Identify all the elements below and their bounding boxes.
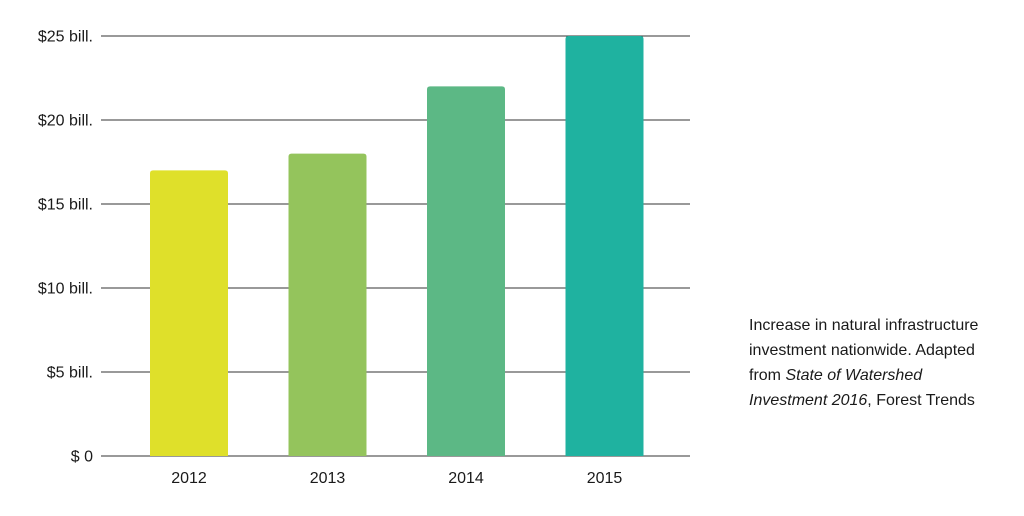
chart-caption: Increase in natural infrastructure inves… <box>749 313 989 413</box>
y-axis-labels: $ 0 $5 bill. $10 bill. $15 bill. $20 bill. $2… <box>38 29 93 466</box>
y-tick-label: $15 bill. <box>38 197 93 214</box>
caption-text: Increase in natural infrastructure inves… <box>749 317 979 384</box>
bar-2012 <box>150 170 228 456</box>
x-tick-label: 2014 <box>448 470 484 487</box>
x-tick-label: 2015 <box>587 470 623 487</box>
x-tick-label: 2012 <box>171 470 207 487</box>
bar-2013 <box>288 153 367 456</box>
bar-chart: $ 0 $5 bill. $10 bill. $15 bill. $20 bill. $2… <box>38 29 690 487</box>
caption-citation: State of Watershed Investment 2016 <box>749 367 923 409</box>
y-tick-label: $20 bill. <box>38 113 93 130</box>
x-tick-label: 2013 <box>310 470 346 487</box>
y-tick-label: $ 0 <box>71 449 93 466</box>
bar-2015 <box>565 36 644 456</box>
caption-text-after: , Forest Trends <box>867 392 975 409</box>
bars <box>150 36 644 457</box>
y-tick-label: $5 bill. <box>47 365 93 382</box>
y-tick-label: $10 bill. <box>38 281 93 298</box>
y-tick-label: $25 bill. <box>38 29 93 46</box>
x-axis-labels: 2012 2013 2014 2015 <box>171 470 622 487</box>
bar-2014 <box>427 86 505 457</box>
